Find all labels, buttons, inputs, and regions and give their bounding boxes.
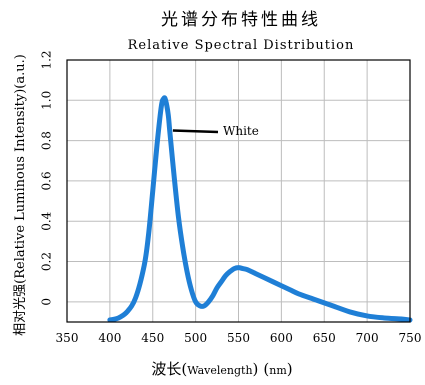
y-axis-label: 相对光强(Relative Luminous Intensity)(a.u.) <box>13 54 28 336</box>
x-tick-label: 350 <box>56 331 79 345</box>
x-axis-unit: nm <box>269 364 287 377</box>
series <box>107 95 413 323</box>
x-axis-paren-left-2: ( <box>263 360 269 378</box>
chart-title: 光谱分布特性曲线 <box>161 10 321 30</box>
x-axis-paren-right-2: ) <box>287 360 293 378</box>
x-tick-label: 400 <box>98 331 121 345</box>
y-tick-label: 0.6 <box>40 171 54 190</box>
x-axis-paren-right: ) <box>253 360 259 378</box>
series-line-white <box>107 95 413 323</box>
y-tick-label: 1.2 <box>40 50 54 69</box>
chart-subtitle: Relative Spectral Distribution <box>128 38 355 53</box>
x-tick-label: 600 <box>270 331 293 345</box>
x-axis-paren-left: ( <box>181 360 187 378</box>
x-tick-label: 700 <box>356 331 379 345</box>
grid <box>67 60 410 322</box>
x-tick-label: 450 <box>141 331 164 345</box>
y-tick-label: 0.2 <box>40 252 54 271</box>
tick-labels: 350 400 450 500 550 600 650 700 750 0 0.2 0.4 0.6 0.8… <box>40 50 422 345</box>
annotations: White <box>172 124 259 138</box>
y-tick-label: 1.0 <box>40 91 54 110</box>
y-tick-label: 0.4 <box>40 211 54 230</box>
x-tick-label: 550 <box>227 331 250 345</box>
x-axis-label: 波长(Wavelength) (nm) <box>151 360 292 378</box>
plot-frame <box>66 59 411 323</box>
x-tick-label: 750 <box>399 331 422 345</box>
annotation-leader-line <box>172 129 219 134</box>
y-tick-label: 0.8 <box>40 131 54 150</box>
x-tick-label: 500 <box>184 331 207 345</box>
x-tick-label: 650 <box>313 331 336 345</box>
y-tick-label: 0 <box>40 298 54 306</box>
x-axis-label-wavelength: Wavelength <box>187 364 252 377</box>
x-axis-label-main: 波长 <box>151 360 181 378</box>
annotation-white-label: White <box>223 124 259 138</box>
